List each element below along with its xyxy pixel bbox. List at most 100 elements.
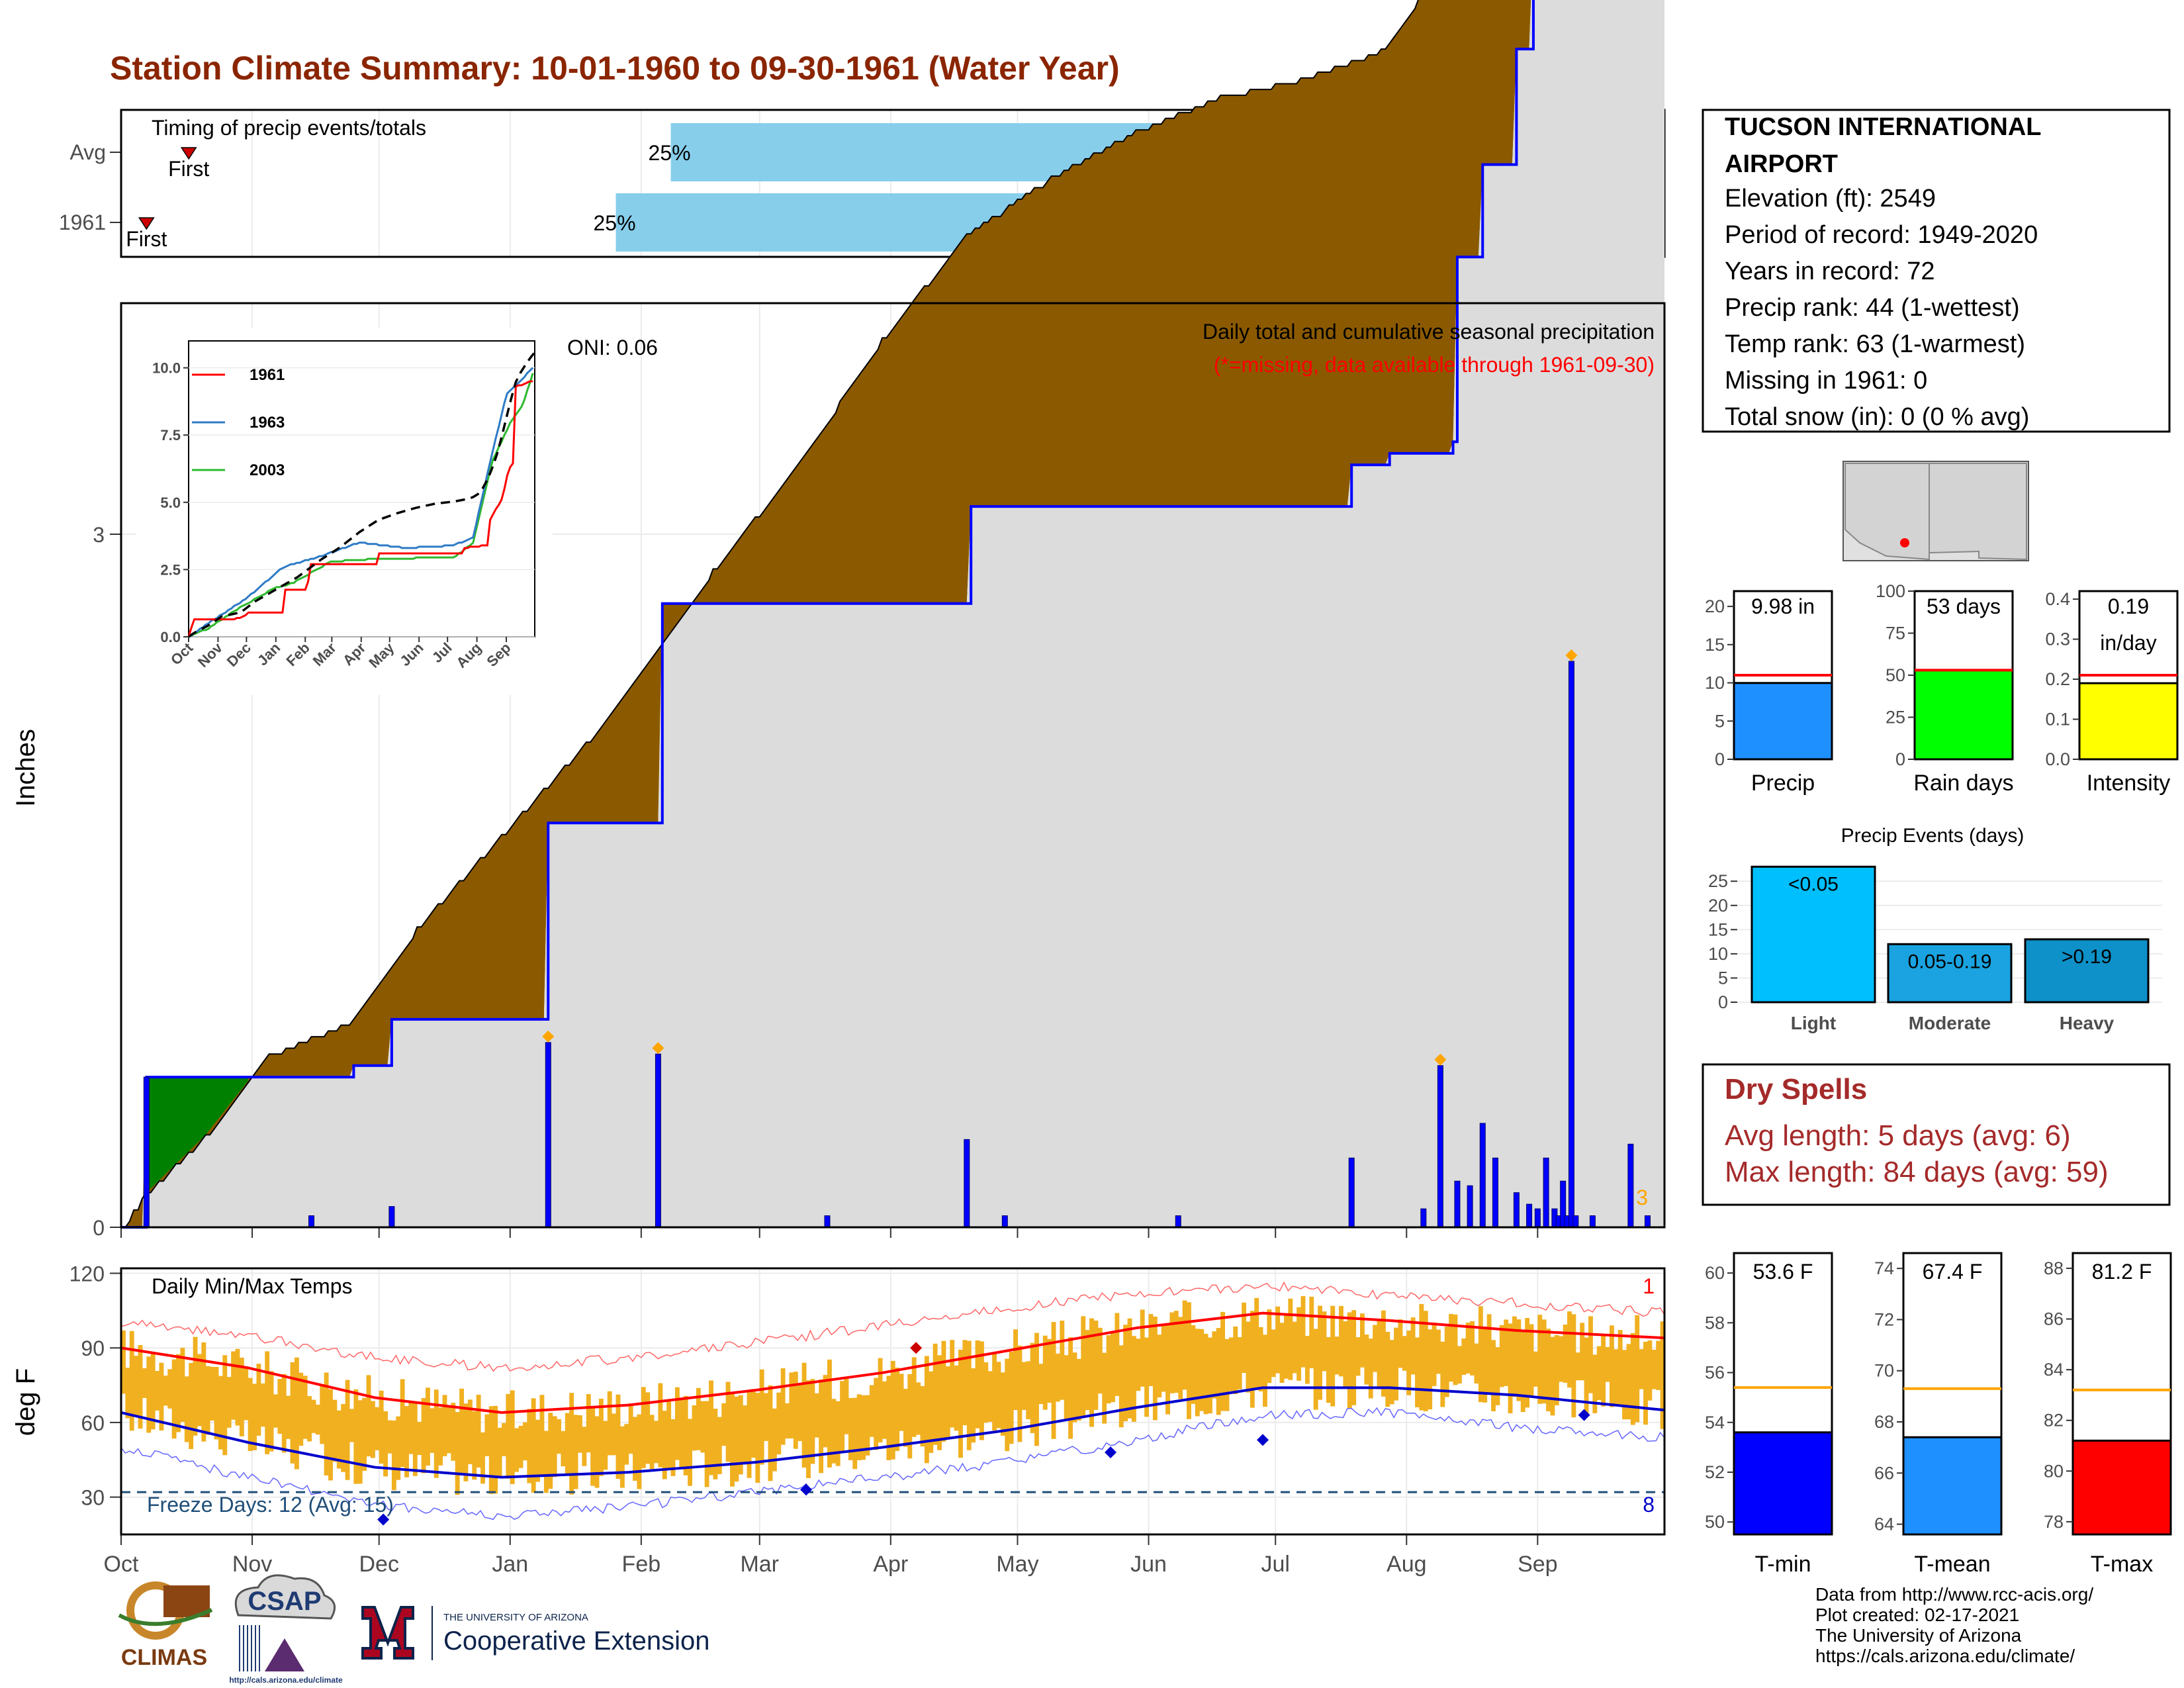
daily-temp-bar: [455, 1412, 460, 1495]
daily-max-marker: [542, 1030, 555, 1043]
daily-temp-bar: [138, 1344, 143, 1429]
daily-temp-bar: [1127, 1318, 1132, 1419]
daily-temp-bar: [446, 1406, 451, 1454]
daily-temp-bar: [430, 1408, 435, 1453]
daily-max-marker: [1565, 649, 1578, 661]
daily-temp-bar: [569, 1393, 574, 1495]
temp-y-tick-label: 120: [69, 1262, 105, 1286]
temp-x-tick-label: Dec: [359, 1552, 398, 1577]
daily-temp-bar: [721, 1403, 727, 1446]
daily-temp-bar: [201, 1342, 206, 1442]
precip-panel-border: [120, 302, 1666, 1229]
daily-precip-bar: [545, 1042, 551, 1228]
daily-temp-bar: [1068, 1337, 1073, 1439]
daily-temp-bar: [971, 1368, 976, 1443]
mini-bar-category-label: Rain days: [1913, 771, 2013, 796]
daily-temp-bar: [476, 1394, 481, 1468]
daily-temp-bar: [1271, 1329, 1276, 1378]
ua-logo-big-text: Cooperative Extension: [443, 1626, 709, 1656]
daily-temp-bar: [1584, 1337, 1589, 1414]
daily-temp-bar: [1292, 1321, 1297, 1374]
daily-temp-bar: [370, 1401, 375, 1458]
daily-temp-bar: [184, 1376, 189, 1442]
daily-temp-bar: [1635, 1315, 1640, 1423]
daily-temp-bar: [692, 1405, 697, 1451]
daily-temp-bar: [1457, 1346, 1462, 1384]
station-info-line: Temp rank: 63 (1-warmest): [1725, 330, 2025, 358]
daily-temp-bar: [506, 1393, 511, 1479]
daily-temp-bar: [357, 1400, 363, 1484]
temp-x-tick-label: Jun: [1130, 1552, 1167, 1577]
daily-temp-bar: [700, 1401, 705, 1453]
daily-temp-bar: [649, 1415, 655, 1470]
daily-temp-bar: [1111, 1331, 1115, 1403]
daily-temp-bar: [1406, 1330, 1412, 1395]
csap-logo-text: CSAP: [248, 1587, 321, 1616]
daily-temp-bar: [1263, 1335, 1267, 1407]
daily-temp-bar: [772, 1408, 777, 1472]
daily-temp-bar: [244, 1366, 249, 1421]
daily-temp-bar: [856, 1394, 862, 1460]
daily-temp-bar: [1647, 1340, 1653, 1401]
daily-temp-bar: [992, 1352, 997, 1430]
daily-temp-bar: [433, 1389, 439, 1478]
temp-x-tick-label: Sep: [1518, 1552, 1558, 1577]
daily-precip-bar: [655, 1053, 661, 1228]
precip-panel-subtitle: (*=missing, data available through 1961-…: [1214, 353, 1655, 377]
temp-bar-value: [1733, 1431, 1833, 1536]
daily-precip-bar: [1420, 1208, 1427, 1228]
daily-temp-bar: [1394, 1327, 1398, 1401]
daily-temp-bar: [1334, 1336, 1340, 1375]
temp-bar-tick-label: 88: [2044, 1258, 2064, 1278]
daily-temp-bar: [493, 1405, 498, 1494]
mini-bar-tick-label: 20: [1705, 596, 1725, 616]
daily-temp-bar: [345, 1380, 350, 1480]
daily-temp-bar: [1013, 1329, 1018, 1411]
ua-logo-small-text: THE UNIVERSITY OF ARIZONA: [443, 1612, 588, 1623]
daily-temp-bar: [307, 1395, 312, 1442]
temp-bar-tick-label: 52: [1705, 1462, 1725, 1482]
temp-x-tick-label: Apr: [873, 1552, 908, 1577]
daily-temp-bar: [1355, 1337, 1361, 1376]
daily-temp-bar: [907, 1374, 913, 1459]
daily-temp-bar: [717, 1417, 722, 1474]
daily-temp-bar: [451, 1403, 456, 1461]
daily-temp-bar: [1144, 1337, 1150, 1417]
daily-temp-bar: [222, 1355, 228, 1456]
daily-temp-bar: [730, 1393, 735, 1487]
daily-temp-bar: [1444, 1327, 1449, 1397]
daily-temp-bar: [751, 1389, 756, 1458]
daily-temp-bar: [484, 1414, 490, 1456]
mini-bar-value-label: 0.19: [2108, 594, 2149, 618]
precip-event-bar: [2024, 938, 2150, 1004]
dry-spells-avg: Avg length: 5 days (avg: 6): [1725, 1119, 2071, 1152]
daily-temp-bar: [146, 1356, 152, 1433]
daily-temp-bar: [827, 1359, 832, 1468]
daily-precip-bar: [1526, 1203, 1533, 1228]
daily-precip-bar: [1627, 1143, 1634, 1228]
temp-bar-value: [1902, 1436, 2003, 1536]
daily-temp-bar: [438, 1407, 443, 1466]
daily-temp-bar: [1428, 1329, 1433, 1410]
daily-temp-bar: [1626, 1344, 1631, 1420]
daily-temp-bar: [1656, 1340, 1661, 1390]
daily-temp-bar: [543, 1430, 549, 1493]
timing-p25-label: 25%: [593, 211, 635, 235]
mini-bar-tick-label: 100: [1876, 581, 1905, 601]
temp-bar-tick-label: 64: [1874, 1515, 1894, 1534]
daily-temp-bar: [294, 1357, 299, 1470]
daily-temp-bar: [121, 1330, 126, 1394]
daily-temp-bar: [336, 1410, 341, 1469]
daily-temp-bar: [1478, 1306, 1483, 1403]
daily-temp-bar: [1453, 1314, 1458, 1385]
daily-temp-bar: [552, 1416, 557, 1477]
daily-temp-bar: [1377, 1319, 1382, 1389]
daily-temp-bar: [1541, 1319, 1547, 1404]
daily-temp-bar: [1309, 1296, 1314, 1369]
daily-temp-bar: [582, 1427, 587, 1466]
temp-bar-category-label: T-max: [2091, 1552, 2153, 1577]
daily-precip-bar: [388, 1206, 395, 1228]
daily-temp-bar: [324, 1372, 329, 1476]
daily-temp-bar: [1203, 1333, 1208, 1415]
